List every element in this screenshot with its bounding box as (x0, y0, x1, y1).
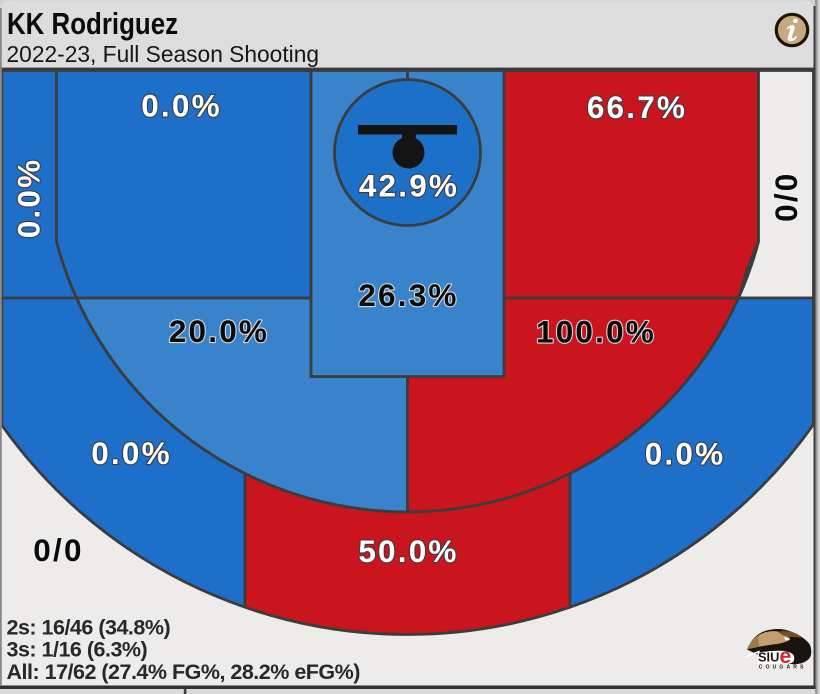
svg-text:26.3%: 26.3% (358, 277, 458, 313)
svg-text:0.0%: 0.0% (645, 435, 726, 471)
svg-text:0.0%: 0.0% (141, 87, 222, 123)
svg-text:All: 17/62 (27.4% FG%, 28.2% e: All: 17/62 (27.4% FG%, 28.2% eFG%) (7, 660, 361, 684)
svg-text:KK Rodriguez: KK Rodriguez (7, 7, 178, 42)
svg-text:100.0%: 100.0% (536, 314, 656, 350)
svg-text:42.9%: 42.9% (359, 167, 459, 203)
svg-text:66.7%: 66.7% (587, 89, 687, 125)
svg-text:COUGARS: COUGARS (759, 664, 807, 670)
svg-text:0/0: 0/0 (768, 172, 804, 222)
svg-text:0.0%: 0.0% (91, 435, 172, 471)
svg-text:0/0: 0/0 (33, 532, 83, 568)
svg-text:SIU: SIU (758, 650, 779, 665)
svg-text:20.0%: 20.0% (169, 313, 269, 349)
svg-text:50.0%: 50.0% (358, 533, 458, 569)
svg-text:0.0%: 0.0% (11, 158, 47, 239)
svg-text:2s: 16/46 (34.8%): 2s: 16/46 (34.8%) (7, 615, 171, 639)
svg-text:2022-23, Full Season Shooting: 2022-23, Full Season Shooting (7, 41, 320, 67)
svg-text:e: e (779, 645, 791, 668)
svg-text:3s: 1/16 (6.3%): 3s: 1/16 (6.3%) (7, 638, 148, 662)
